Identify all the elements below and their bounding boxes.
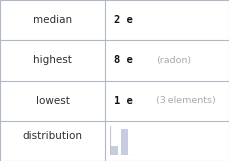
Text: lowest: lowest: [36, 96, 70, 106]
Bar: [121, 129, 128, 155]
Text: median: median: [33, 15, 72, 25]
Text: (3 elements): (3 elements): [156, 96, 215, 105]
Text: distribution: distribution: [23, 131, 83, 141]
Text: 1 e: 1 e: [114, 96, 133, 106]
Text: 2 e: 2 e: [114, 15, 133, 25]
Bar: [111, 146, 118, 155]
Text: (radon): (radon): [156, 56, 191, 65]
Text: 8 e: 8 e: [114, 55, 133, 65]
Text: highest: highest: [33, 55, 72, 65]
